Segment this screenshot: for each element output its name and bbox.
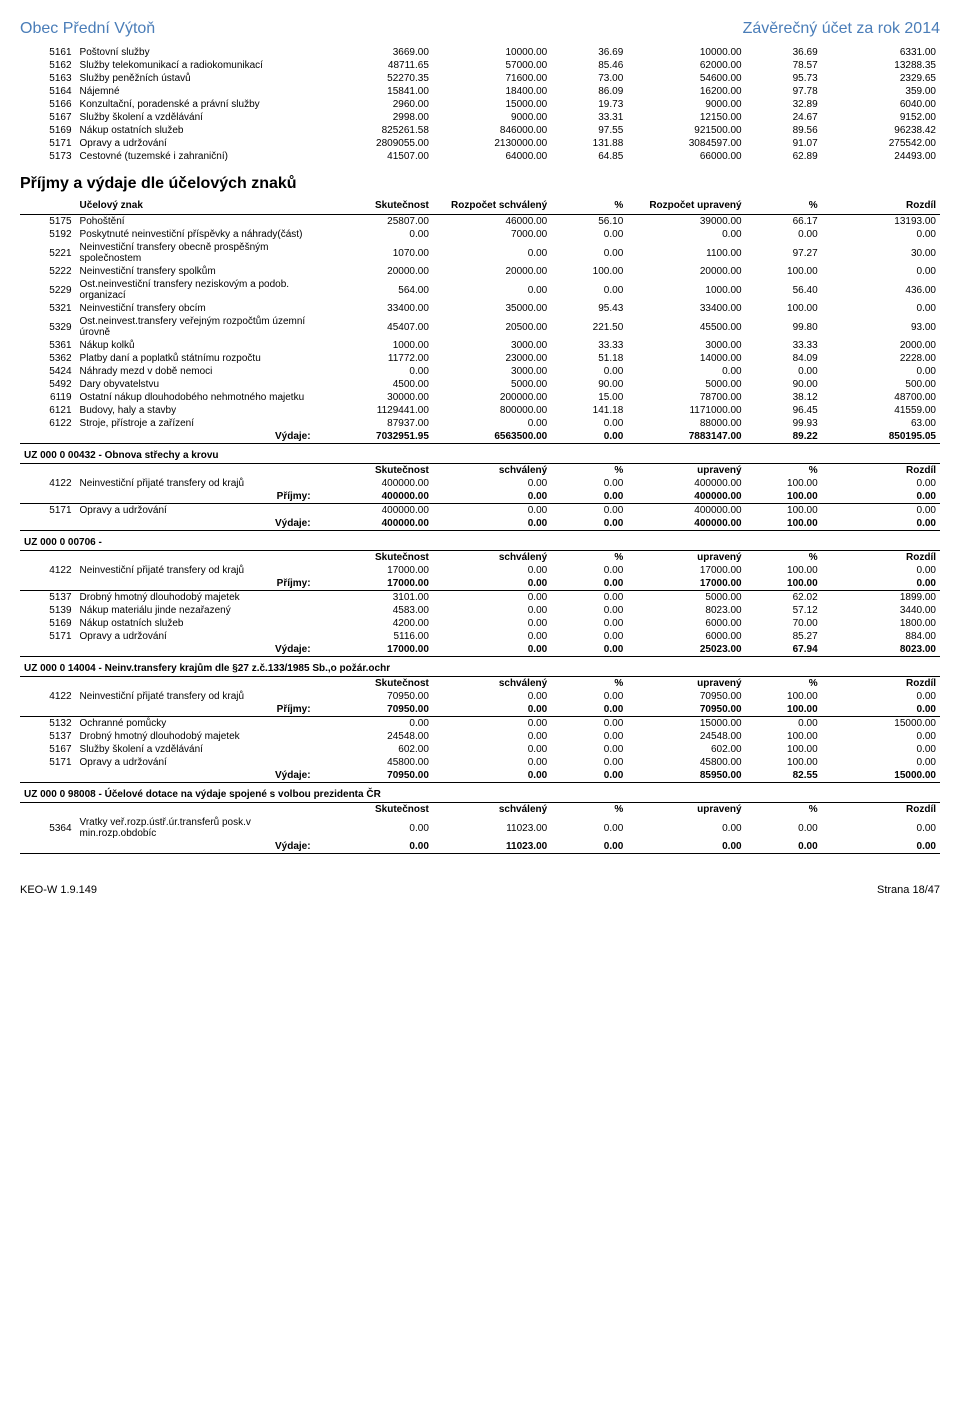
- table-row: 6119 Ostatní nákup dlouhodobého nehmotné…: [20, 391, 940, 404]
- sub-header: Skutečnost schválený % upravený % Rozdíl: [20, 464, 940, 478]
- summary-row: Výdaje: 17000.00 0.00 0.00 25023.00 67.9…: [20, 643, 940, 657]
- table-row: 4122 Neinvestiční přijaté transfery od k…: [20, 690, 940, 703]
- sub-header: Skutečnost schválený % upravený % Rozdíl: [20, 803, 940, 817]
- table-row: 5321 Neinvestiční transfery obcím 33400.…: [20, 302, 940, 315]
- table-row: 5171 Opravy a udržování 5116.00 0.00 0.0…: [20, 630, 940, 643]
- table-row: 5173 Cestovné (tuzemské i zahraniční) 41…: [20, 150, 940, 163]
- table-row: 5137 Drobný hmotný dlouhodobý majetek 31…: [20, 591, 940, 605]
- sub-header: Skutečnost schválený % upravený % Rozdíl: [20, 677, 940, 691]
- uz-table: Učelový znak Skutečnost Rozpočet schvále…: [20, 199, 940, 854]
- uz-header: UZ 000 0 98008 - Účelové dotace na výdaj…: [20, 783, 940, 803]
- table-row: 6121 Budovy, haly a stavby 1129441.00 80…: [20, 404, 940, 417]
- table-row: 5167 Služby školení a vzdělávání 602.00 …: [20, 743, 940, 756]
- summary-row: Příjmy: 400000.00 0.00 0.00 400000.00 10…: [20, 490, 940, 504]
- footer-software: KEO-W 1.9.149: [20, 884, 97, 896]
- table-row: 5424 Náhrady mezd v době nemoci 0.00 300…: [20, 365, 940, 378]
- table-row: 5167 Služby školení a vzdělávání 2998.00…: [20, 111, 940, 124]
- table-row: 5171 Opravy a udržování 2809055.00 21300…: [20, 137, 940, 150]
- main-table: 5161 Poštovní služby 3669.00 10000.00 36…: [20, 46, 940, 163]
- table-row: 5137 Drobný hmotný dlouhodobý majetek 24…: [20, 730, 940, 743]
- table-row: 5162 Služby telekomunikací a radiokomuni…: [20, 59, 940, 72]
- table-row: 5361 Nákup kolků 1000.00 3000.00 33.33 3…: [20, 339, 940, 352]
- header-municipality: Obec Přední Výtoň: [20, 20, 155, 38]
- section-title: Příjmy a výdaje dle účelových znaků: [20, 175, 940, 193]
- table-row: 5171 Opravy a udržování 400000.00 0.00 0…: [20, 504, 940, 518]
- summary-row: Výdaje: 400000.00 0.00 0.00 400000.00 10…: [20, 517, 940, 531]
- table-row: 5221 Neinvestiční transfery obecně prosp…: [20, 241, 940, 265]
- page-footer: KEO-W 1.9.149 Strana 18/47: [20, 884, 940, 896]
- table-row: 5222 Neinvestiční transfery spolkům 2000…: [20, 265, 940, 278]
- table-row: 5169 Nákup ostatních služeb 4200.00 0.00…: [20, 617, 940, 630]
- table-row: 5166 Konzultační, poradenské a právní sl…: [20, 98, 940, 111]
- table-row: 5132 Ochranné pomůcky 0.00 0.00 0.00 150…: [20, 717, 940, 731]
- summary-row: Výdaje: 70950.00 0.00 0.00 85950.00 82.5…: [20, 769, 940, 783]
- uz-header: UZ 000 0 00432 - Obnova střechy a krovu: [20, 444, 940, 464]
- header-title: Závěrečný účet za rok 2014: [743, 20, 940, 38]
- page-header: Obec Přední Výtoň Závěrečný účet za rok …: [20, 20, 940, 38]
- table-row: 5492 Dary obyvatelstvu 4500.00 5000.00 9…: [20, 378, 940, 391]
- footer-page: Strana 18/47: [877, 884, 940, 896]
- table-row: 5175 Pohoštění 25807.00 46000.00 56.10 3…: [20, 215, 940, 229]
- table-row: 5139 Nákup materiálu jinde nezařazený 45…: [20, 604, 940, 617]
- table-row: 5192 Poskytnuté neinvestiční příspěvky a…: [20, 228, 940, 241]
- table-row: 5171 Opravy a udržování 45800.00 0.00 0.…: [20, 756, 940, 769]
- table-row: 4122 Neinvestiční přijaté transfery od k…: [20, 564, 940, 577]
- table-row: 5229 Ost.neinvestiční transfery neziskov…: [20, 278, 940, 302]
- table-row: 5169 Nákup ostatních služeb 825261.58 84…: [20, 124, 940, 137]
- table-row: 4122 Neinvestiční přijaté transfery od k…: [20, 477, 940, 490]
- table-row: 5163 Služby peněžních ústavů 52270.35 71…: [20, 72, 940, 85]
- summary-row: Výdaje: 7032951.95 6563500.00 0.00 78831…: [20, 430, 940, 444]
- uz-header: UZ 000 0 00706 -: [20, 531, 940, 551]
- table-row: 5329 Ost.neinvest.transfery veřejným roz…: [20, 315, 940, 339]
- table-row: 5364 Vratky veř.rozp.ústř.úr.transferů p…: [20, 816, 940, 840]
- uz-header: UZ 000 0 14004 - Neinv.transfery krajům …: [20, 657, 940, 677]
- table-row: 5362 Platby daní a poplatků státnímu roz…: [20, 352, 940, 365]
- summary-row: Výdaje: 0.00 11023.00 0.00 0.00 0.00 0.0…: [20, 840, 940, 854]
- table-row: 6122 Stroje, přístroje a zařízení 87937.…: [20, 417, 940, 430]
- table-row: 5164 Nájemné 15841.00 18400.00 86.09 162…: [20, 85, 940, 98]
- table-row: 5161 Poštovní služby 3669.00 10000.00 36…: [20, 46, 940, 59]
- summary-row: Příjmy: 70950.00 0.00 0.00 70950.00 100.…: [20, 703, 940, 717]
- sub-header: Skutečnost schválený % upravený % Rozdíl: [20, 551, 940, 565]
- table-header: Učelový znak Skutečnost Rozpočet schvále…: [20, 199, 940, 215]
- summary-row: Příjmy: 17000.00 0.00 0.00 17000.00 100.…: [20, 577, 940, 591]
